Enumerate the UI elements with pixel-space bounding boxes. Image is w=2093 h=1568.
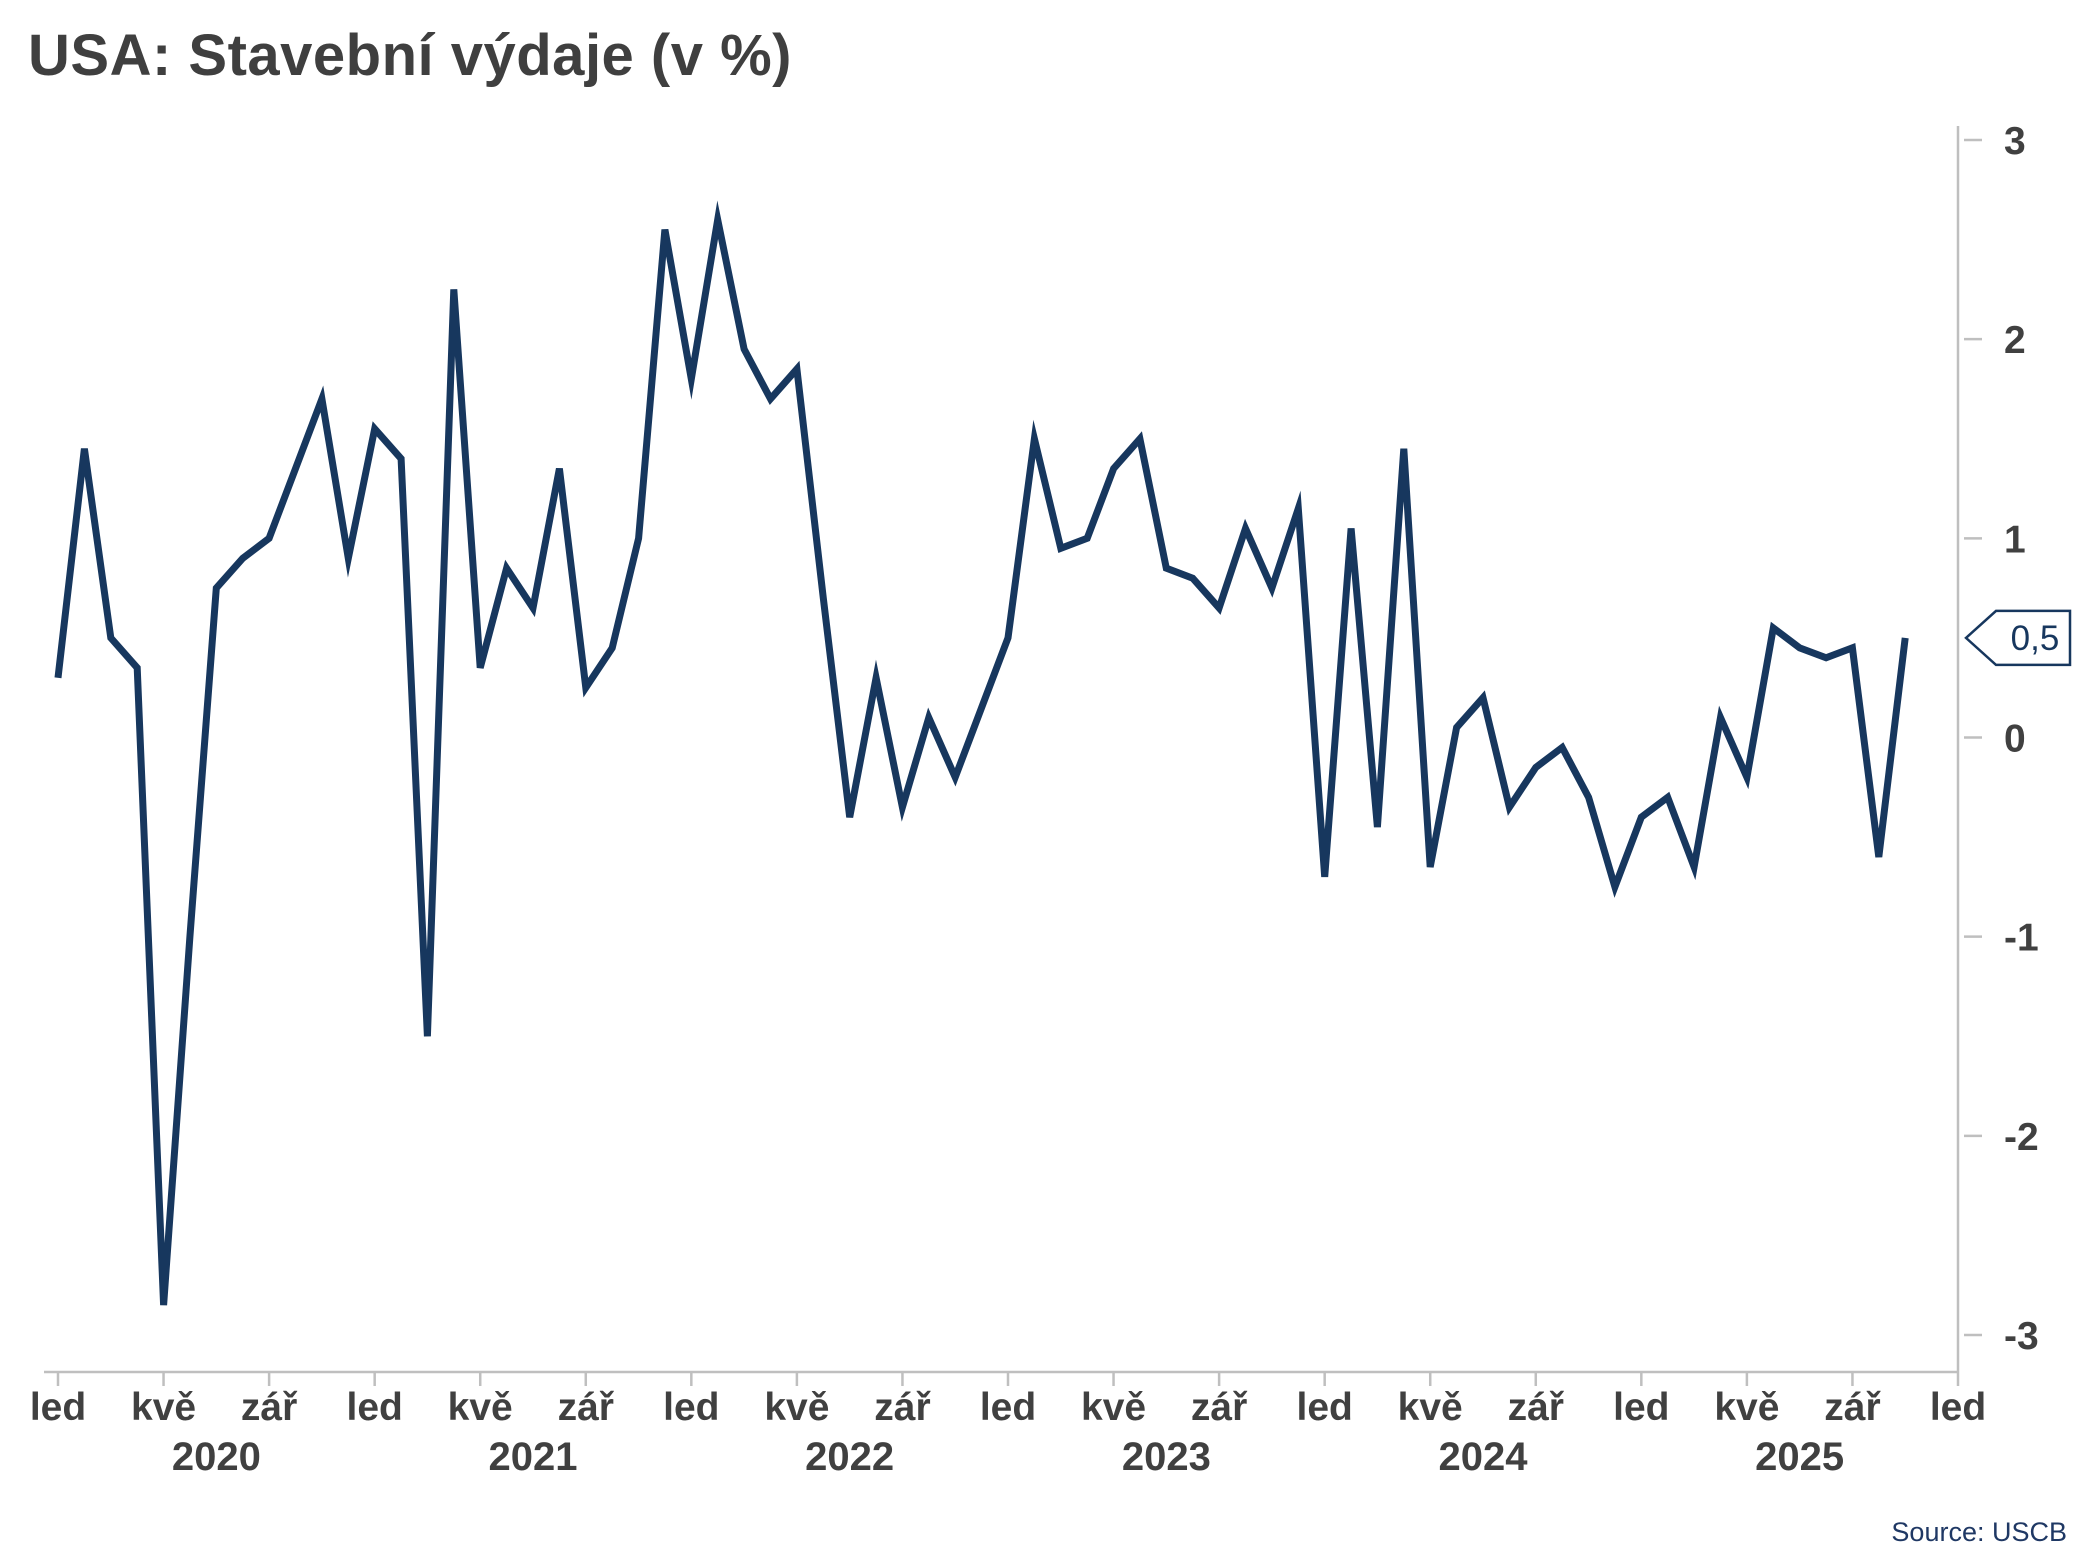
x-tick-label: kvě xyxy=(1398,1386,1463,1429)
y-tick-label: 1 xyxy=(2004,518,2026,561)
chart-title: USA: Stavební výdaje (v %) xyxy=(28,23,792,88)
x-tick-label: kvě xyxy=(1714,1386,1779,1429)
x-tick-label: zář xyxy=(241,1386,298,1429)
year-label: 2021 xyxy=(489,1435,578,1479)
x-tick-label: led xyxy=(1296,1386,1352,1429)
x-tick-label: kvě xyxy=(1081,1386,1146,1429)
year-label: 2024 xyxy=(1439,1435,1529,1479)
spending-line xyxy=(54,200,1909,1306)
x-tick-label: zář xyxy=(1508,1386,1565,1429)
x-tick-label: led xyxy=(980,1386,1036,1429)
y-tick-label: -2 xyxy=(2004,1116,2039,1159)
x-tick-label: led xyxy=(346,1386,402,1429)
x-tick-label: led xyxy=(1613,1386,1669,1429)
y-tick-label: 2 xyxy=(2004,319,2026,362)
year-label: 2022 xyxy=(805,1435,894,1479)
x-tick-label: zář xyxy=(1824,1386,1881,1429)
x-tick-label: kvě xyxy=(131,1386,196,1429)
last-value-callout xyxy=(1964,609,2072,667)
x-tick-label: led xyxy=(1930,1386,1986,1429)
x-tick-label: zář xyxy=(558,1386,615,1429)
year-label: 2025 xyxy=(1755,1435,1844,1479)
x-tick-label: led xyxy=(663,1386,719,1429)
x-tick-label: zář xyxy=(1191,1386,1248,1429)
y-tick-label: -3 xyxy=(2004,1315,2039,1358)
x-tick-label: zář xyxy=(874,1386,931,1429)
y-tick-label: 3 xyxy=(2004,120,2026,163)
source-note: Source: USCB xyxy=(1891,1517,2067,1547)
x-tick-label: kvě xyxy=(448,1386,513,1429)
y-tick-label: 0 xyxy=(2004,718,2026,761)
year-label: 2023 xyxy=(1122,1435,1211,1479)
x-tick-label: led xyxy=(30,1386,86,1429)
y-tick-label: -1 xyxy=(2004,917,2039,960)
last-value-label: 0,5 xyxy=(2011,619,2060,658)
year-label: 2020 xyxy=(172,1435,261,1479)
x-tick-label: kvě xyxy=(764,1386,829,1429)
